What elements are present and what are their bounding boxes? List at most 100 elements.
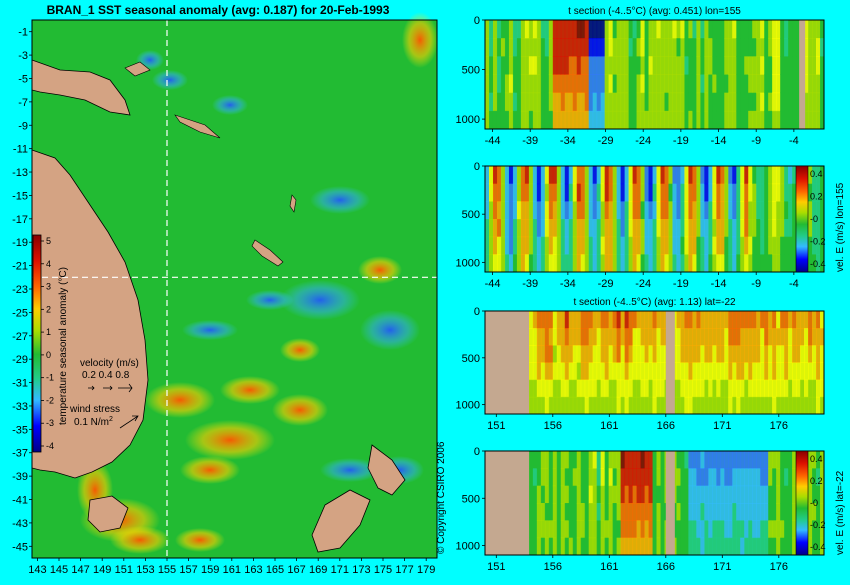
heat-cell (820, 201, 825, 220)
heat-cell (720, 485, 725, 504)
heat-cell (616, 328, 622, 346)
heat-cell (744, 38, 749, 57)
heat-cell (820, 20, 825, 39)
heat-cell (692, 183, 697, 202)
heat-cell (680, 328, 685, 346)
heat-cell (704, 201, 709, 220)
heat-cell (624, 254, 630, 273)
heat-cell (568, 503, 574, 521)
heat-cell (820, 38, 825, 57)
heat-cell (620, 503, 626, 521)
velocity-colorbar-tick: 0.2 (810, 476, 823, 486)
heat-cell (792, 236, 797, 255)
section-frame (484, 19, 825, 130)
heat-cell (636, 503, 642, 521)
heat-cell (552, 396, 558, 415)
heat-cell (552, 236, 558, 255)
heat-cell (780, 74, 785, 94)
heat-cell (696, 362, 701, 381)
heat-cell (692, 254, 697, 273)
heat-cell (772, 311, 777, 329)
heat-cell (536, 56, 542, 75)
heat-cell (600, 236, 606, 255)
heat-cell (644, 38, 650, 57)
heat-cell (696, 219, 701, 238)
lat-tick-label: -17 (12, 214, 28, 226)
heat-cell (792, 166, 797, 185)
heat-cell (780, 110, 785, 130)
heat-cell (520, 74, 526, 94)
heat-cell (700, 110, 705, 130)
heat-cell (724, 183, 729, 202)
heat-cell (576, 468, 582, 487)
heat-cell (600, 328, 606, 346)
heat-cell (700, 345, 705, 363)
heat-cell (580, 254, 586, 273)
heat-cell (820, 328, 825, 346)
heat-cell (516, 201, 522, 220)
heat-cell (556, 451, 562, 469)
lon-tick-label: 163 (244, 564, 262, 576)
heat-cell (536, 219, 542, 238)
heat-cell (676, 92, 681, 112)
heat-cell (688, 92, 693, 112)
section-frame (484, 450, 825, 556)
heat-cell (588, 485, 594, 504)
heat-cell (724, 236, 729, 255)
heat-cell (528, 183, 534, 202)
depth-tick-label: 0 (474, 15, 480, 27)
heat-cell (760, 379, 765, 398)
heat-cell (568, 345, 574, 363)
heat-cell (648, 254, 654, 273)
heat-cell (492, 183, 498, 202)
heat-cell (716, 396, 721, 415)
heat-cell (720, 20, 725, 39)
heat-cell (512, 236, 518, 255)
heat-cell (552, 311, 558, 329)
heat-cell (500, 20, 506, 39)
heat-cell (720, 345, 725, 363)
heat-cell (560, 38, 566, 57)
heat-cell (684, 38, 689, 57)
heat-cell (588, 56, 594, 75)
heat-cell (488, 166, 494, 185)
heat-cell (536, 20, 542, 39)
heat-cell (544, 345, 550, 363)
heat-cell (756, 520, 761, 539)
heat-cell (616, 20, 622, 39)
heat-cell (592, 485, 598, 504)
heat-cell (736, 328, 741, 346)
heat-cell (640, 468, 646, 487)
heat-cell (816, 56, 821, 75)
heat-cell (736, 345, 741, 363)
heat-cell (688, 56, 693, 75)
heat-cell (608, 362, 614, 381)
heat-cell (544, 451, 550, 469)
heat-cell (532, 311, 538, 329)
heat-cell (764, 166, 769, 185)
heat-cell (744, 110, 749, 130)
heat-cell (748, 166, 753, 185)
heat-cell (604, 166, 610, 185)
heat-cell (792, 20, 797, 39)
heat-cell (572, 20, 578, 39)
heat-cell (676, 254, 681, 273)
heat-cell (540, 201, 546, 220)
heat-cell (604, 396, 610, 415)
heat-cell (612, 328, 618, 346)
heat-cell (652, 56, 657, 75)
heat-cell (684, 56, 689, 75)
heat-cell (656, 503, 661, 521)
heat-cell (592, 183, 598, 202)
warm-eddy (272, 394, 328, 426)
heat-cell (724, 20, 729, 39)
lon-tick-label: 145 (50, 564, 68, 576)
heat-cell (536, 311, 542, 329)
heat-cell (808, 92, 813, 112)
heat-cell (564, 396, 570, 415)
heat-cell (728, 537, 733, 556)
heat-cell (580, 485, 586, 504)
heat-cell (820, 74, 825, 94)
heat-cell (548, 451, 554, 469)
colorbar-tick-label: -4 (46, 441, 54, 451)
